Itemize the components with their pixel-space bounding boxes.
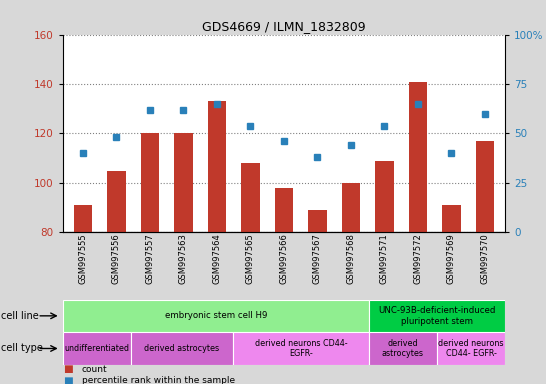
Text: derived
astrocytes: derived astrocytes — [382, 339, 424, 358]
Text: embryonic stem cell H9: embryonic stem cell H9 — [165, 311, 267, 320]
Text: cell type: cell type — [1, 343, 43, 354]
Text: ■: ■ — [63, 376, 73, 384]
Bar — [442, 205, 461, 232]
Bar — [369, 300, 505, 332]
Text: count: count — [82, 365, 108, 374]
Bar — [74, 205, 92, 232]
Text: GSM997557: GSM997557 — [145, 233, 155, 284]
Bar — [63, 332, 131, 365]
Bar — [275, 188, 293, 232]
Text: GSM997563: GSM997563 — [179, 233, 188, 285]
Text: cell line: cell line — [1, 311, 38, 321]
Text: GSM997566: GSM997566 — [280, 233, 288, 285]
Text: GSM997571: GSM997571 — [380, 233, 389, 284]
Text: GSM997565: GSM997565 — [246, 233, 255, 284]
Text: GSM997564: GSM997564 — [212, 233, 222, 284]
Bar — [308, 210, 327, 232]
Bar — [174, 134, 193, 232]
Text: derived neurons CD44-
EGFR-: derived neurons CD44- EGFR- — [254, 339, 347, 358]
Bar — [107, 170, 126, 232]
Text: GSM997569: GSM997569 — [447, 233, 456, 284]
Bar — [207, 101, 226, 232]
Bar — [342, 183, 360, 232]
Text: undifferentiated: undifferentiated — [64, 344, 129, 353]
Bar — [375, 161, 394, 232]
Text: ■: ■ — [63, 364, 73, 374]
Text: UNC-93B-deficient-induced
pluripotent stem: UNC-93B-deficient-induced pluripotent st… — [378, 306, 496, 326]
Text: GSM997568: GSM997568 — [346, 233, 355, 285]
Text: GSM997567: GSM997567 — [313, 233, 322, 285]
Text: percentile rank within the sample: percentile rank within the sample — [82, 376, 235, 384]
Bar — [241, 163, 260, 232]
Bar — [233, 332, 369, 365]
Text: GSM997570: GSM997570 — [480, 233, 489, 284]
Title: GDS4669 / ILMN_1832809: GDS4669 / ILMN_1832809 — [202, 20, 366, 33]
Text: GSM997572: GSM997572 — [413, 233, 423, 284]
Text: derived neurons
CD44- EGFR-: derived neurons CD44- EGFR- — [438, 339, 504, 358]
Bar — [437, 332, 505, 365]
Bar — [131, 332, 233, 365]
Text: GSM997556: GSM997556 — [112, 233, 121, 284]
Bar — [63, 300, 369, 332]
Bar — [369, 332, 437, 365]
Text: derived astrocytes: derived astrocytes — [144, 344, 219, 353]
Text: GSM997555: GSM997555 — [79, 233, 87, 284]
Bar — [409, 81, 427, 232]
Bar — [476, 141, 494, 232]
Bar — [141, 134, 159, 232]
